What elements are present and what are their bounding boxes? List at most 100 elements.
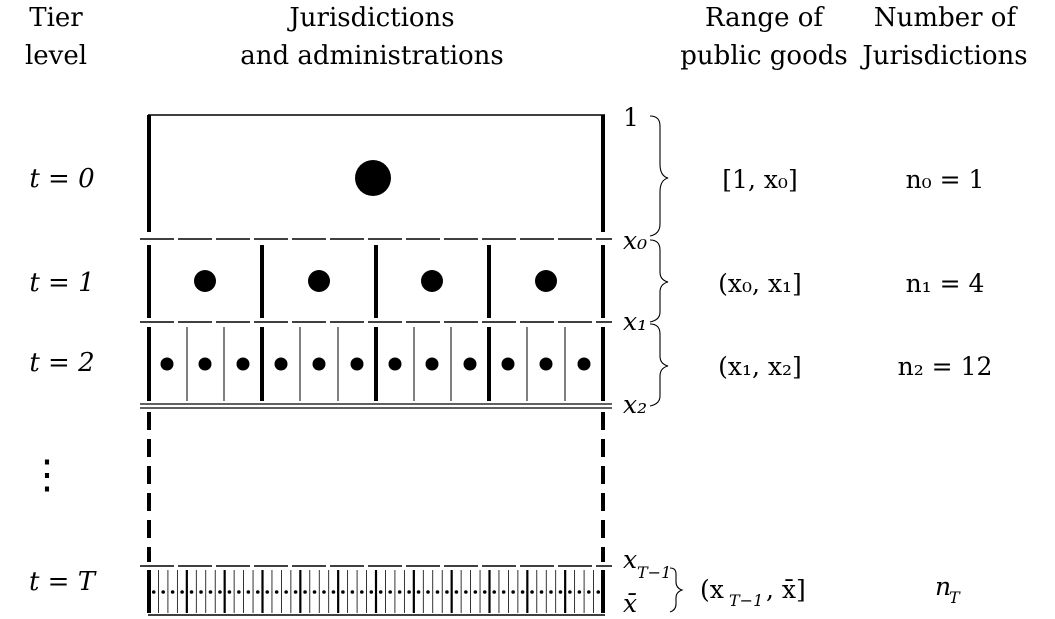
range-tier1: (x₀, x₁] [718, 269, 802, 298]
tierT-administration-dot [227, 590, 232, 594]
tier2-dot-7 [388, 357, 402, 371]
tierT-administration-dot [341, 590, 345, 594]
header-jurisdictions-line2: and administrations [240, 41, 504, 71]
brace-tier0 [649, 115, 669, 237]
tierT-administration-dot [246, 590, 251, 594]
header-tier-line1: Tier [29, 3, 83, 33]
tierT-administration-dot [218, 590, 222, 594]
tierT-administration-dot [312, 590, 317, 594]
range-tier0: [1, x₀] [722, 165, 797, 194]
count-tier2: n₂ = 12 [898, 352, 993, 381]
tier2-dot-1 [160, 357, 174, 371]
tierT-administration-dot [539, 590, 544, 594]
count-tierT-base: n [935, 572, 951, 601]
boundary-label-x0: x₀ [623, 226, 647, 255]
tier2-dot-5 [312, 357, 326, 371]
tierT-administration-dot [274, 590, 279, 594]
range-tierT-start: (x [700, 575, 724, 604]
header-jurisdictions-line1: Jurisdictions [286, 3, 454, 33]
brace-tier2 [649, 323, 669, 407]
tier2-dot-8 [425, 357, 439, 371]
tierT-administration-dot [587, 590, 591, 594]
tierT-administration-dot [360, 590, 364, 594]
tierT-administration-dot [331, 590, 336, 594]
tierT-row [147, 570, 605, 613]
tierT-administration-dot [416, 590, 421, 594]
header-tier-line2: level [25, 41, 87, 71]
tier2-dot-4 [274, 357, 288, 371]
tier2-dot-6 [350, 357, 364, 371]
tierT-administration-dot [577, 590, 582, 594]
count-tier1: n₁ = 4 [906, 269, 985, 298]
tier2-dot-11 [539, 357, 553, 371]
tierT-administration-dot [322, 590, 326, 594]
tierT-administration-dot [435, 590, 440, 594]
tierT-administration-dot [293, 590, 298, 594]
tier2-dot-10 [501, 357, 515, 371]
tier2-dot-2 [198, 357, 212, 371]
tier2-dot-3 [236, 357, 250, 371]
tier0-administration-dot [355, 160, 391, 196]
boundary-label-xbar: x̄ [623, 589, 637, 618]
tierT-administration-dot [501, 590, 506, 594]
header-range-line2: public goods [680, 41, 847, 71]
tier-label-0: t = 0 [29, 164, 94, 194]
range-tierT-sub: T−1 [729, 591, 763, 610]
tierT-administration-dot [445, 590, 449, 594]
tier1-dot-3 [421, 270, 443, 292]
tier2-dot-9 [463, 357, 477, 371]
tierT-administration-dot [161, 590, 165, 594]
tierT-administration-dot [454, 590, 459, 594]
tier1-row [147, 245, 605, 318]
tierT-administration-dot [199, 590, 203, 594]
header-number-line1: Number of [874, 3, 1019, 33]
tierT-administration-dot [350, 590, 355, 594]
tierT-administration-dot [568, 590, 572, 594]
tierT-administration-dot [511, 590, 515, 594]
tierT-administration-dot [255, 590, 260, 594]
tierT-administration-dot [482, 590, 487, 594]
tierT-administration-dot [170, 590, 175, 594]
range-tierT-end: , x̄] [766, 575, 806, 604]
tierT-administration-dot [180, 590, 184, 594]
tierT-administration-dot [520, 590, 525, 594]
tierT-administration-dot [558, 590, 563, 594]
range-tier2: (x₁, x₂] [718, 352, 802, 381]
tierT-administration-dot [596, 590, 601, 594]
tier1-dot-2 [308, 270, 330, 292]
tierT-administration-dot [284, 590, 288, 594]
tier-label-2: t = 2 [29, 348, 94, 378]
boundary-label-1: 1 [623, 103, 639, 132]
tierT-administration-dot [407, 590, 411, 594]
boundary-label-x1: x₁ [623, 307, 647, 336]
tier1-dot-4 [535, 270, 557, 292]
tierT-administration-dot [388, 590, 392, 594]
tier-label-1: t = 1 [29, 268, 94, 298]
tierT-administration-dot [303, 590, 307, 594]
boundary-label-xT1-sub: T−1 [637, 563, 671, 582]
tierT-administration-dot [208, 590, 213, 594]
range-tierT: (x T−1 , x̄] [700, 575, 806, 610]
tierT-administration-dot [549, 590, 553, 594]
boundary-label-x2: x₂ [623, 390, 647, 419]
tierT-administration-dot [530, 590, 534, 594]
tier2-dot-12 [577, 357, 591, 371]
count-tier0: n₀ = 1 [906, 165, 985, 194]
tier2-row [147, 327, 605, 401]
count-tierT: n T [935, 572, 961, 607]
tierT-administration-dot [189, 590, 194, 594]
tierT-administration-dot [151, 590, 156, 594]
tierT-administration-dot [426, 590, 430, 594]
tier1-dot-1 [194, 270, 216, 292]
header-number-line2: Jurisdictions [859, 41, 1027, 71]
tierT-administration-dot [369, 590, 374, 594]
tierT-administration-dot [397, 590, 402, 594]
vertical-ellipsis: ⋮ [27, 452, 67, 498]
tier-label-T: t = T [29, 567, 97, 597]
tierT-administration-dot [464, 590, 468, 594]
tierT-administration-dot [492, 590, 497, 594]
boundary-label-xT1: x [623, 545, 637, 574]
tierT-administration-dot [378, 590, 383, 594]
